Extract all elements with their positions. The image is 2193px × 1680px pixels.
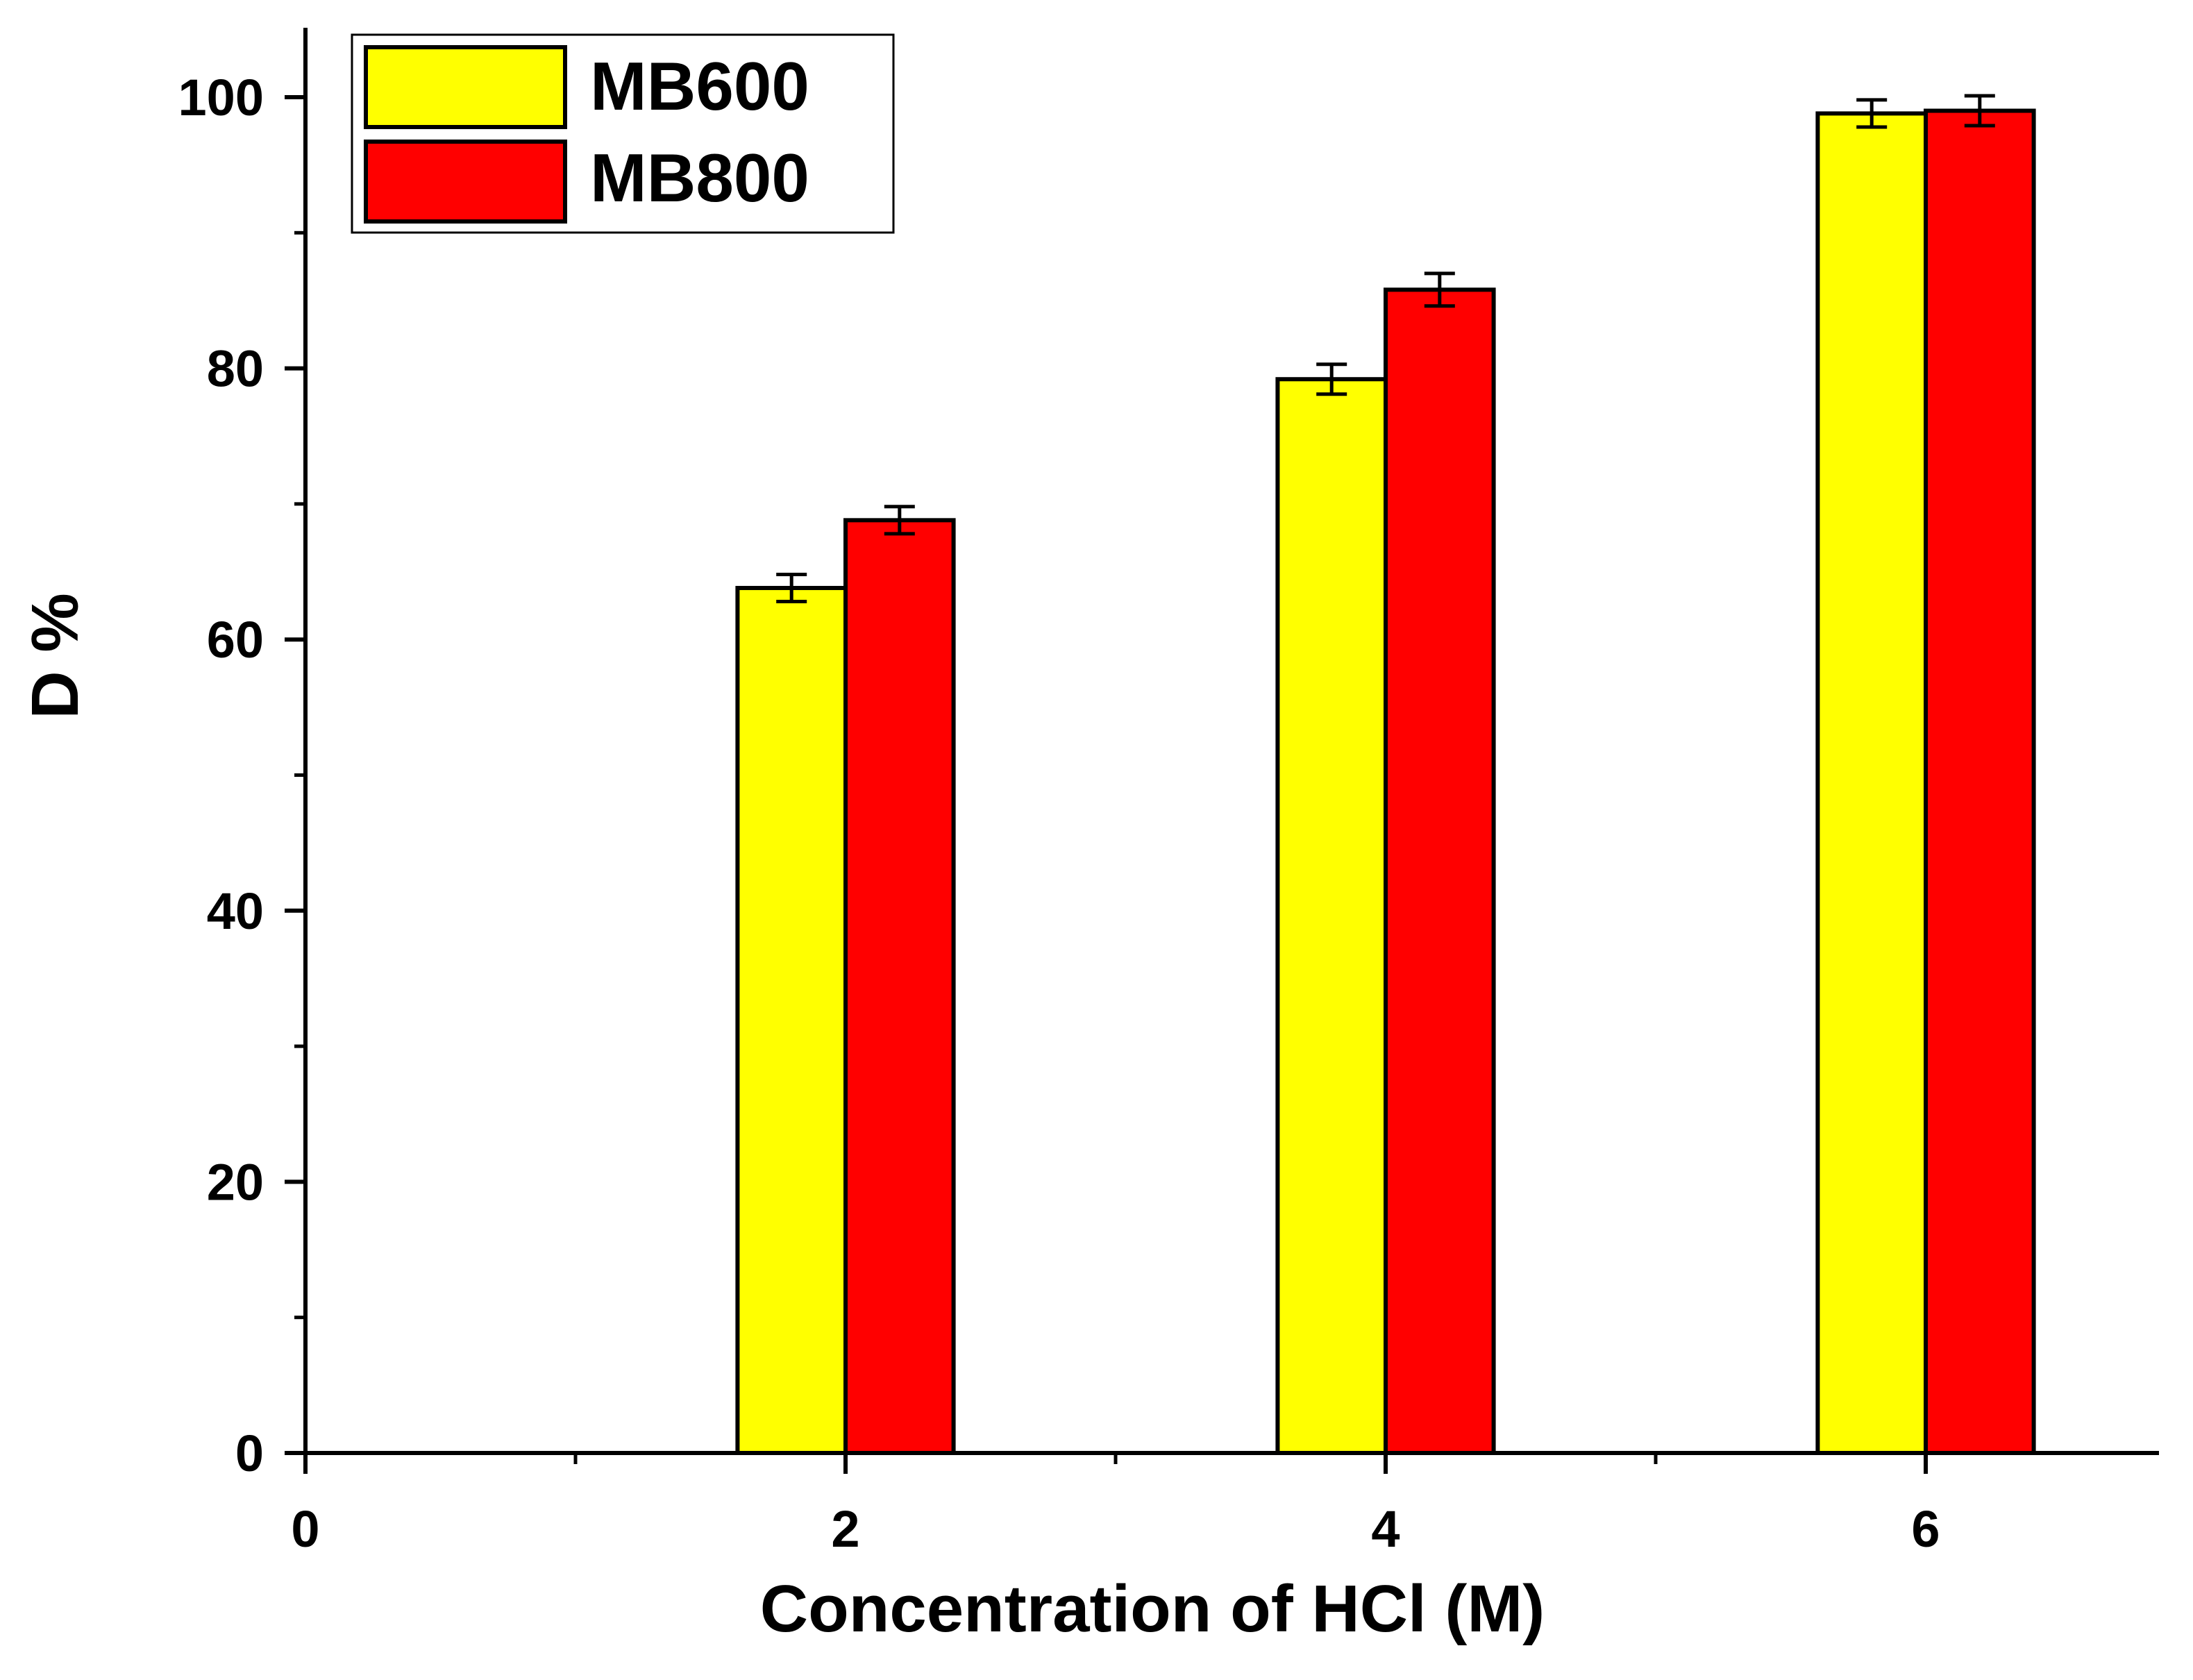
x-tick-label: 2 [831, 1500, 859, 1558]
bar-mb600-4 [1275, 377, 1388, 1455]
error-bars-layer [776, 94, 1995, 604]
bar-mb600-6 [1815, 111, 1928, 1455]
legend: MB600 MB800 [351, 33, 895, 234]
bar-mb600-2 [735, 585, 848, 1456]
bar-mb800-4 [1384, 287, 1496, 1455]
y-tick-label: 0 [235, 1425, 264, 1482]
y-tick-label: 100 [178, 69, 264, 126]
y-tick-label: 60 [207, 611, 264, 669]
legend-label-mb600: MB600 [590, 48, 809, 124]
bar-mb800-6 [1924, 108, 2036, 1455]
x-tick-label: 0 [291, 1500, 319, 1558]
y-tick-label: 40 [207, 882, 264, 940]
y-axis-title: D % [18, 593, 92, 719]
y-tick-label: 80 [207, 340, 264, 398]
legend-label-mb800: MB800 [590, 140, 809, 216]
y-tick-labels: 0 20 40 60 80 100 [178, 69, 264, 1482]
x-tick-label: 4 [1371, 1500, 1400, 1558]
x-tick-label: 6 [1911, 1500, 1940, 1558]
legend-swatch-mb600 [364, 45, 567, 129]
bars-layer [735, 108, 2036, 1456]
bar-mb800-2 [843, 518, 956, 1455]
x-axis-title: Concentration of HCl (M) [760, 1572, 1545, 1646]
legend-swatch-mb800 [364, 140, 567, 224]
x-tick-labels: 0 2 4 6 [291, 1500, 1940, 1558]
tick-layer [285, 95, 1928, 1474]
y-tick-label: 20 [207, 1153, 264, 1211]
